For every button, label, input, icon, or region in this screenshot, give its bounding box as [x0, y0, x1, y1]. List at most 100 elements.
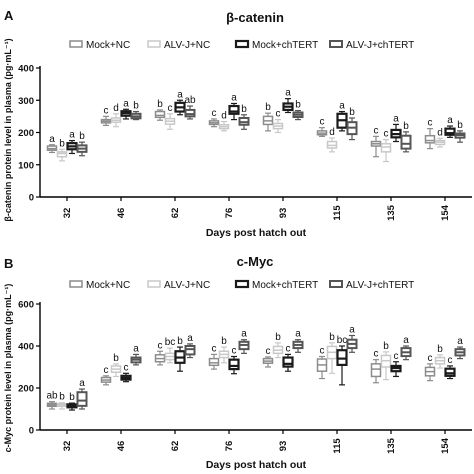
box-iqr — [76, 391, 88, 407]
significance-letter: b — [349, 107, 355, 118]
x-axis-label: Days post hatch out — [206, 459, 307, 471]
y-tick-label: 200 — [18, 384, 34, 395]
significance-letter: a — [177, 89, 183, 100]
x-tick-label: 76 — [224, 208, 235, 219]
x-tick-label: 32 — [62, 208, 73, 219]
significance-letter: b — [437, 344, 443, 355]
x-tick-label: 154 — [440, 204, 451, 221]
significance-letter: ab — [46, 391, 58, 402]
significance-letter: a — [231, 92, 237, 103]
significance-letter: a — [339, 101, 345, 112]
panel-label: A — [4, 8, 14, 23]
legend-swatch — [147, 280, 161, 288]
y-tick-label: 200 — [18, 128, 34, 139]
panel-label: B — [4, 256, 13, 271]
significance-letter: b — [59, 392, 65, 403]
significance-letter: c — [124, 362, 129, 373]
significance-letter: a — [349, 325, 355, 336]
x-tick-label: 32 — [62, 441, 73, 452]
box-iqr — [400, 134, 412, 150]
box-iqr — [228, 104, 240, 115]
legend-swatch — [69, 280, 83, 288]
y-axis-label: β-catenin protein level in plasma (pg·mL… — [3, 38, 13, 221]
x-tick-label: 93 — [278, 441, 289, 452]
legend-label: ALV-J+chTERT — [346, 40, 414, 51]
legend-label: ALV-J+chTERT — [346, 280, 414, 291]
legend-label: Mock+NC — [86, 280, 130, 291]
legend-swatch — [329, 280, 343, 288]
significance-letter: b — [295, 100, 301, 111]
x-tick-label: 115 — [332, 205, 343, 221]
significance-letter: a — [123, 98, 129, 109]
legend-swatch — [69, 40, 83, 48]
significance-letter: a — [187, 333, 193, 344]
box-iqr — [228, 358, 240, 371]
significance-letter: c — [394, 351, 399, 362]
box-iqr — [282, 356, 294, 368]
significance-letter: c — [320, 117, 325, 128]
significance-letter: bc — [337, 335, 348, 346]
y-tick-label: 0 — [29, 193, 34, 204]
significance-letter: b — [265, 102, 271, 113]
y-tick-label: 0 — [29, 426, 34, 437]
legend-label: ALV-J+NC — [164, 280, 210, 291]
significance-letter: a — [295, 329, 301, 340]
x-tick-label: 93 — [278, 208, 289, 219]
legend-label: Mock+chTERT — [252, 280, 318, 291]
legend-label: ALV-J+NC — [164, 40, 210, 51]
significance-letter: b — [59, 138, 65, 149]
legend-swatch — [147, 40, 161, 48]
significance-letter: a — [393, 113, 399, 124]
x-tick-label: 46 — [116, 208, 127, 219]
significance-letter: b — [329, 332, 335, 343]
significance-letter: c — [158, 340, 163, 351]
significance-letter: bc — [165, 337, 176, 348]
y-tick-label: 600 — [18, 300, 34, 311]
y-tick-label: 400 — [18, 342, 34, 353]
significance-letter: b — [113, 353, 119, 364]
x-tick-label: 154 — [440, 437, 451, 454]
significance-letter: b — [79, 131, 85, 142]
x-tick-label: 62 — [170, 208, 181, 219]
significance-letter: c — [104, 105, 109, 116]
x-tick-label: 115 — [332, 438, 343, 454]
significance-letter: c — [374, 125, 379, 136]
significance-letter: a — [133, 343, 139, 354]
significance-letter: c — [168, 103, 173, 114]
x-tick-label: 76 — [224, 441, 235, 452]
x-axis-label: Days post hatch out — [206, 227, 307, 239]
chart-title: β-catenin — [226, 10, 284, 25]
significance-letter: c — [428, 353, 433, 364]
significance-letter: a — [447, 115, 453, 126]
significance-letter: b — [69, 392, 75, 403]
significance-letter: a — [241, 329, 247, 340]
significance-letter: d — [221, 111, 227, 122]
significance-letter: c — [384, 129, 389, 140]
significance-letter: a — [285, 88, 291, 99]
significance-letter: b — [383, 341, 389, 352]
significance-letter: c — [276, 109, 281, 120]
significance-letter: a — [69, 130, 75, 141]
y-axis-label: c-Myc protein level in plasma (pg·mL⁻¹) — [3, 284, 13, 453]
significance-letter: b — [221, 336, 227, 347]
significance-letter: d — [113, 103, 119, 114]
legend-label: Mock+chTERT — [252, 40, 318, 51]
significance-letter: b — [275, 332, 281, 343]
x-tick-label: 62 — [170, 441, 181, 452]
significance-letter: b — [457, 120, 463, 131]
legend-label: Mock+NC — [86, 40, 130, 51]
y-tick-label: 400 — [18, 64, 34, 75]
box-iqr — [380, 143, 392, 153]
chart-title: c-Myc — [237, 254, 274, 269]
box-iqr — [208, 357, 220, 367]
significance-letter: c — [212, 343, 217, 354]
significance-letter: b — [133, 101, 139, 112]
box-iqr — [184, 345, 196, 356]
box-iqr — [370, 363, 382, 378]
significance-letter: d — [437, 127, 443, 138]
significance-letter: b — [157, 99, 163, 110]
significance-letter: a — [49, 134, 55, 145]
box-iqr — [424, 134, 436, 144]
